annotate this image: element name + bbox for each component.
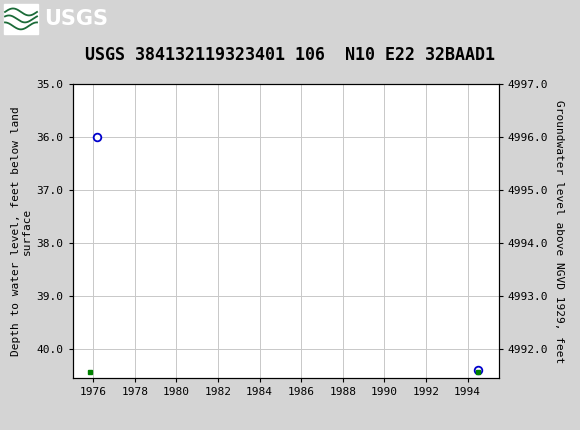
Y-axis label: Groundwater level above NGVD 1929, feet: Groundwater level above NGVD 1929, feet [554, 99, 564, 363]
Bar [4, 4, 38, 34]
Text: USGS 384132119323401 106  N10 E22 32BAAD1: USGS 384132119323401 106 N10 E22 32BAAD1 [85, 46, 495, 64]
Legend: Period of approved data: Period of approved data [187, 427, 385, 430]
Y-axis label: Depth to water level, feet below land
surface: Depth to water level, feet below land su… [10, 106, 32, 356]
Text: USGS: USGS [44, 9, 108, 29]
